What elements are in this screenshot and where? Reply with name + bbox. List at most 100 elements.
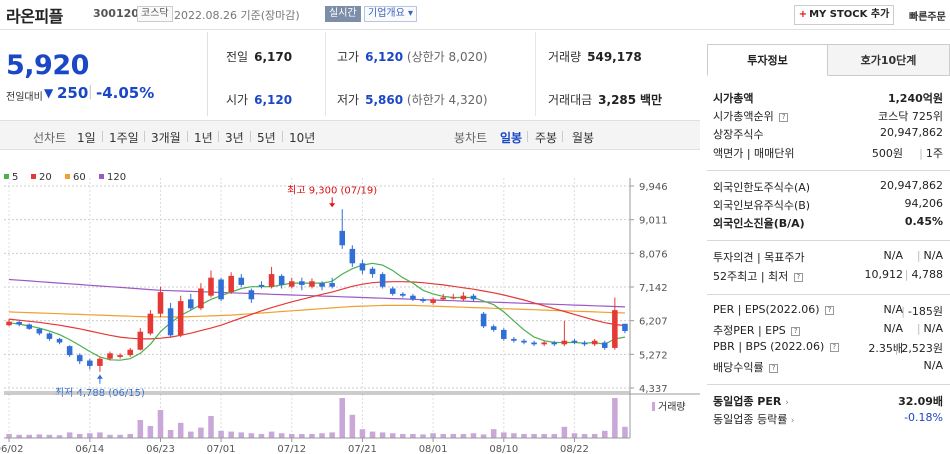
- candlestick-chart[interactable]: 5 20 60 120 최고 9,300 (07/19) 최저 4,788 (06/15…: [0, 166, 700, 454]
- candle-body: [359, 263, 366, 271]
- volume-bar: [188, 431, 194, 438]
- base-date: 2022.08.26 기준(장마감): [174, 9, 300, 22]
- target-price-value: N/A: [923, 249, 943, 262]
- candle: [218, 277, 224, 302]
- candle: [470, 293, 477, 302]
- candle-body: [420, 299, 426, 302]
- candle: [450, 293, 457, 300]
- candle-body: [612, 310, 618, 348]
- candle: [581, 340, 588, 347]
- period-1y[interactable]: 1년: [194, 131, 213, 145]
- chevron-right-icon[interactable]: ›: [790, 416, 795, 426]
- company-info-dropdown[interactable]: 기업개요 ▾: [364, 6, 418, 22]
- volume-bar: [581, 434, 588, 438]
- candle-body: [268, 274, 275, 287]
- stat-prev-label: 전일: [226, 50, 249, 64]
- candle: [389, 286, 396, 296]
- target-cell: | N/A: [916, 249, 943, 262]
- candle: [309, 278, 315, 289]
- panel-divider: [707, 240, 950, 241]
- market-cap-label: 시가총액: [713, 92, 754, 105]
- stat-volume-label: 거래량: [548, 50, 582, 64]
- candle-body: [76, 355, 83, 362]
- x-tick-label: 08/10: [489, 444, 518, 454]
- candle-body: [400, 293, 406, 296]
- chart-grid: [4, 178, 631, 438]
- toolbar-separator: [282, 131, 283, 142]
- help-icon[interactable]: ?: [829, 343, 839, 352]
- pbr-label: PBR | BPS (2022.06): [713, 340, 825, 353]
- help-icon[interactable]: ?: [769, 364, 779, 373]
- tab-investment-info[interactable]: 투자정보: [707, 44, 828, 76]
- candle-body: [56, 338, 63, 343]
- volume-bar: [157, 410, 164, 438]
- volume-bar: [612, 398, 618, 438]
- stat-volume: 거래량 549,178: [548, 48, 642, 65]
- toolbar-separator: [187, 131, 188, 142]
- period-5y[interactable]: 5년: [257, 131, 276, 145]
- legend-label-20: 20: [39, 172, 52, 183]
- help-icon[interactable]: ?: [791, 327, 801, 336]
- volume-bar: [228, 431, 234, 438]
- help-icon[interactable]: ?: [793, 273, 803, 282]
- candle: [460, 292, 467, 302]
- candle: [198, 283, 204, 311]
- row-per: PER | EPS(2022.06) ? N/A | -185원: [713, 303, 943, 321]
- candle-daily[interactable]: 일봉: [500, 131, 523, 145]
- volume-bar: [329, 432, 335, 438]
- stat-upper-limit: (상한가 8,020): [406, 50, 488, 64]
- period-10y[interactable]: 10년: [289, 131, 316, 145]
- volume-bar: [76, 434, 83, 438]
- x-tick-label: 08/01: [419, 444, 448, 454]
- stock-header: 라온피플 300120 코스닥 2022.08.26 기준(장마감) 실시간 기…: [0, 0, 950, 30]
- y-tick-label: 4,337: [639, 384, 668, 395]
- low52-value: 4,788: [911, 268, 944, 281]
- tab-order-book[interactable]: 호가10단계: [828, 44, 950, 76]
- help-icon[interactable]: ?: [779, 113, 789, 122]
- quick-order-link[interactable]: 빠른주문: [909, 12, 946, 23]
- volume-bar: [97, 432, 103, 438]
- chevron-right-icon[interactable]: ›: [785, 398, 789, 408]
- ma-legend: 5 20 60 120: [4, 172, 126, 183]
- candle: [359, 259, 366, 275]
- volume-legend-label: 거래량: [658, 401, 686, 413]
- candle-body: [46, 333, 53, 339]
- candle: [157, 286, 164, 318]
- est-eps-value: N/A: [923, 322, 943, 335]
- candle-body: [6, 321, 12, 326]
- stat-prev: 전일 6,170: [226, 48, 292, 65]
- eps-value: -185원: [907, 305, 943, 318]
- toolbar-separator: [102, 131, 103, 142]
- stat-lower-limit: (하한가 4,320): [406, 93, 488, 107]
- candle-weekly[interactable]: 주봉: [535, 131, 558, 145]
- sector-per-cell: 동일업종 PER ›: [713, 393, 789, 409]
- period-3m[interactable]: 3개월: [151, 131, 181, 145]
- candle-body: [601, 342, 608, 348]
- candle: [177, 295, 184, 338]
- candle: [501, 328, 507, 341]
- candle-body: [501, 329, 507, 339]
- candle-body: [117, 355, 123, 357]
- sector-rate-value: -0.18%: [904, 411, 943, 424]
- candle: [490, 324, 497, 332]
- candle: [97, 356, 103, 372]
- y-tick-label: 8,076: [639, 249, 668, 260]
- row-est-per: 추정PER | EPS ? N/A | N/A: [713, 322, 943, 340]
- candle: [137, 328, 144, 351]
- add-mystock-button[interactable]: + MY STOCK 추가: [794, 5, 894, 25]
- candle: [430, 297, 436, 305]
- volume-bar: [319, 433, 325, 438]
- period-1w[interactable]: 1주일: [109, 131, 139, 145]
- realtime-button[interactable]: 실시간: [325, 6, 361, 22]
- row-dividend: 배당수익률 ? N/A: [713, 359, 943, 377]
- period-3y[interactable]: 3년: [225, 131, 244, 145]
- legend-label-5: 5: [12, 172, 18, 183]
- stats-divider: [535, 32, 536, 116]
- candle-body: [97, 358, 103, 366]
- candle: [511, 337, 517, 343]
- legend-swatch-20: [31, 174, 36, 179]
- candle-body: [622, 323, 628, 331]
- period-1d[interactable]: 1일: [77, 131, 96, 145]
- help-icon[interactable]: ?: [825, 306, 835, 315]
- candle-monthly[interactable]: 월봉: [572, 131, 595, 145]
